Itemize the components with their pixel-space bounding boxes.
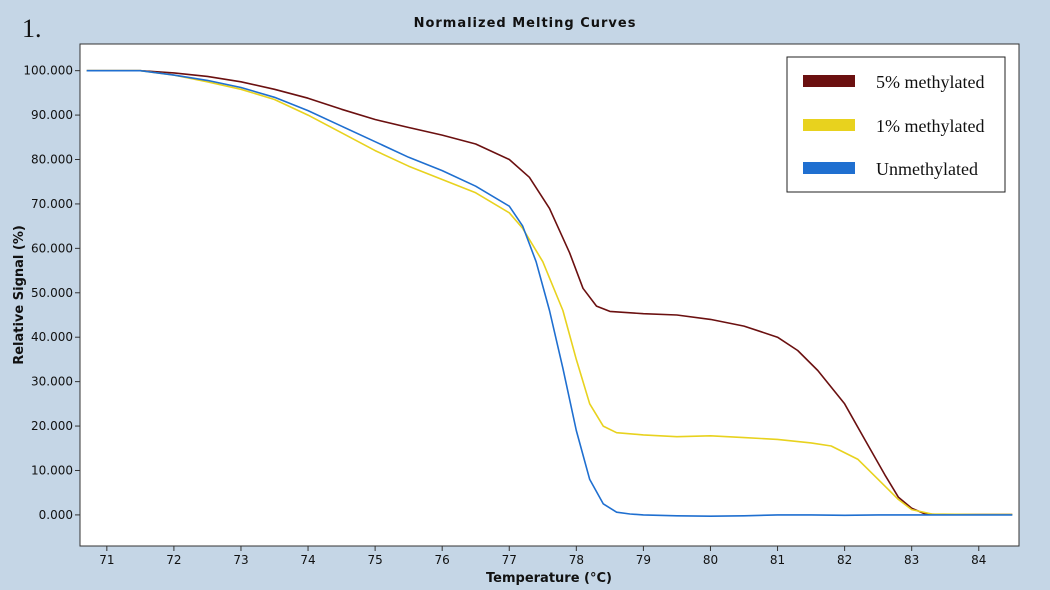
legend-swatch-0 [803,75,855,87]
x-tick-label-0: 71 [99,553,114,567]
y-tick-label-5: 50.000 [31,286,73,300]
x-axis: 71 72 73 74 75 76 77 78 79 80 81 82 83 84 [99,546,986,567]
y-tick-label-2: 20.000 [31,419,73,433]
x-tick-label-6: 77 [502,553,517,567]
x-tick-label-11: 82 [837,553,852,567]
x-tick-label-3: 74 [300,553,315,567]
x-tick-label-7: 78 [569,553,584,567]
y-tick-label-4: 40.000 [31,330,73,344]
y-tick-label-3: 30.000 [31,375,73,389]
panel-label: 1. [22,14,42,43]
legend-swatch-2 [803,162,855,174]
y-tick-label-9: 90.000 [31,108,73,122]
legend-swatch-1 [803,119,855,131]
y-tick-label-8: 80.000 [31,153,73,167]
y-tick-label-1: 10.000 [31,463,73,477]
legend-entry-1: 1% methylated [876,116,984,136]
y-axis-label: Relative Signal (%) [12,225,27,365]
y-tick-label-6: 60.000 [31,241,73,255]
x-tick-label-1: 72 [166,553,181,567]
y-tick-label-0: 0.000 [39,508,73,522]
x-tick-label-5: 76 [435,553,450,567]
x-tick-label-8: 79 [636,553,651,567]
x-tick-label-13: 84 [971,553,986,567]
x-tick-label-9: 80 [703,553,718,567]
chart-title: Normalized Melting Curves [413,16,637,31]
series-line-0 [86,69,1013,516]
y-axis: 0.000 10.000 20.000 30.000 40.000 50.000 60.00… [23,64,80,522]
x-tick-label-12: 83 [904,553,919,567]
series-group [86,69,1013,517]
x-tick-label-2: 73 [233,553,248,567]
legend: 5% methylated 1% methylated Unmethylated [786,56,1006,193]
x-tick-label-10: 81 [770,553,785,567]
x-axis-label: Temperature (°C) [486,571,612,586]
x-tick-label-4: 75 [367,553,382,567]
series-line-1 [86,69,1013,516]
legend-entry-2: Unmethylated [876,159,978,179]
legend-entry-0: 5% methylated [876,72,984,92]
y-tick-label-10: 100.000 [23,64,73,78]
y-tick-label-7: 70.000 [31,197,73,211]
series-line-2 [86,69,1013,517]
